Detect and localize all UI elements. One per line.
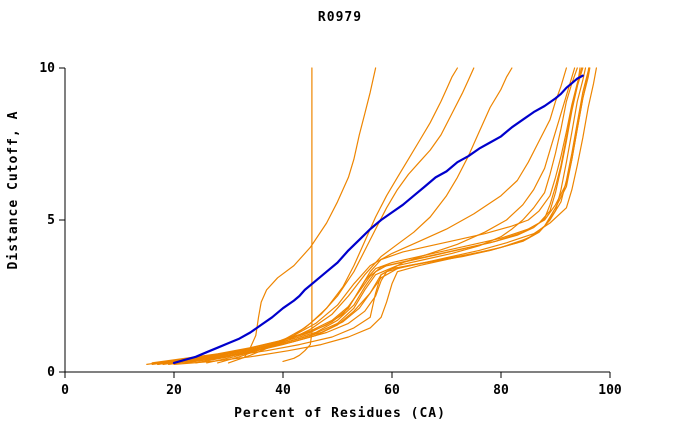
x-tick-label: 100 [598, 383, 622, 398]
x-axis-label: Percent of Residues (CA) [234, 406, 446, 421]
model-curve-12 [173, 67, 591, 365]
model-curve-05 [206, 67, 513, 364]
model-curve-11 [146, 67, 583, 365]
model-curve-16 [157, 67, 598, 365]
y-axis-label: Distance Cutoff, A [6, 110, 21, 270]
y-tick-label: 10 [39, 61, 55, 76]
model-curve-14 [184, 67, 576, 364]
model-curve-06 [195, 67, 568, 364]
chart-title: R0979 [317, 10, 363, 25]
highlighted-model-curve [172, 74, 584, 364]
x-tick-label: 60 [384, 383, 400, 398]
model-curve-01 [244, 67, 377, 358]
model-curve-07 [151, 67, 590, 365]
x-tick-label: 0 [61, 383, 69, 398]
model-curve-15 [162, 67, 578, 364]
x-tick-label: 20 [166, 383, 182, 398]
x-tick-label: 80 [493, 383, 509, 398]
model-curve-10 [168, 67, 590, 365]
model-curve-02 [282, 67, 313, 362]
model-curve-13 [151, 67, 584, 364]
y-tick-label: 5 [47, 213, 55, 228]
x-tick-label: 40 [275, 383, 291, 398]
y-tick-label: 0 [47, 365, 55, 380]
model-curve-08 [157, 67, 581, 365]
model-curve-09 [162, 67, 587, 365]
